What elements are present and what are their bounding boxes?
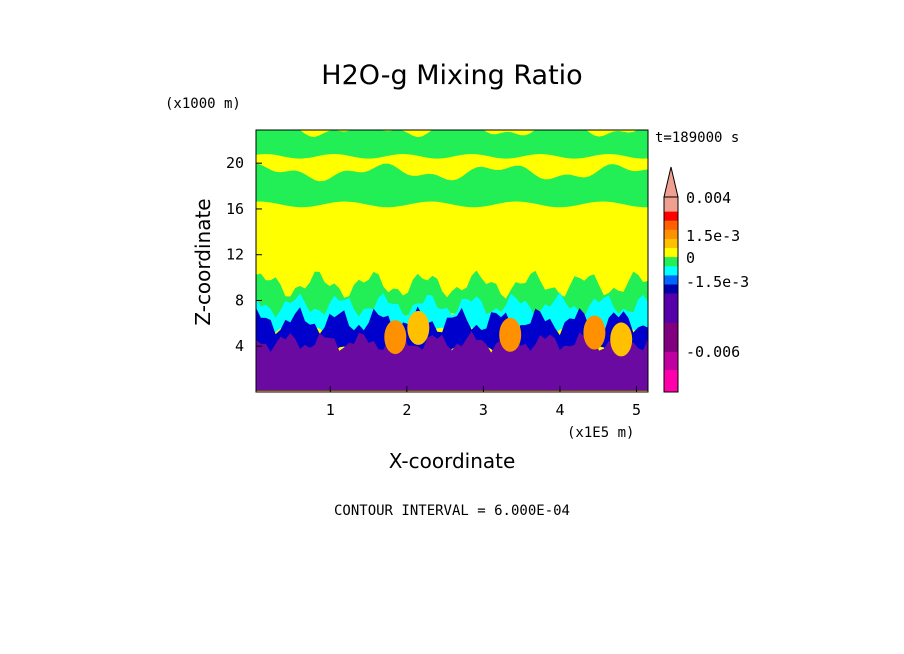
x-tick-label-2: 3 bbox=[479, 401, 488, 419]
warm-core-0 bbox=[384, 320, 407, 355]
field-plot bbox=[256, 130, 648, 392]
warm-core-1 bbox=[407, 310, 430, 345]
x-axis-label: X-coordinate bbox=[389, 449, 516, 473]
colorbar-level-10 bbox=[664, 293, 678, 324]
warm-core-2 bbox=[499, 317, 522, 352]
colorbar-level-4 bbox=[664, 238, 678, 249]
colorbar-level-9 bbox=[664, 284, 678, 294]
colorbar-level-0 bbox=[664, 197, 678, 212]
field-region-purple bbox=[256, 331, 648, 391]
colorbar-level-5 bbox=[664, 248, 678, 258]
colorbar-label-4: -0.006 bbox=[686, 343, 740, 361]
colorbar-level-6 bbox=[664, 257, 678, 267]
colorbar-arrow bbox=[663, 166, 679, 198]
y-tick-label-3: 16 bbox=[226, 200, 244, 218]
x-tick-label-1: 2 bbox=[402, 401, 411, 419]
x-unit-label: (x1E5 m) bbox=[567, 425, 634, 441]
colorbar-level-11 bbox=[664, 322, 678, 353]
y-unit-label: (x1000 m) bbox=[165, 96, 241, 112]
colorbar-label-0: 0.004 bbox=[686, 189, 731, 207]
plot-frame bbox=[255, 129, 649, 393]
x-tick-label-3: 4 bbox=[555, 401, 564, 419]
colorbar-level-13 bbox=[664, 370, 678, 393]
warm-core-3 bbox=[583, 315, 606, 350]
field-region-green_upper bbox=[256, 163, 648, 208]
y-tick-label-4: 20 bbox=[226, 154, 244, 172]
colorbar-level-12 bbox=[664, 351, 678, 371]
x-axis: 1 2 3 4 5 bbox=[326, 386, 641, 419]
y-tick-label-0: 4 bbox=[235, 337, 244, 355]
colorbar-level-7 bbox=[664, 266, 678, 276]
y-axis-label: Z-coordinate bbox=[191, 198, 215, 325]
colorbar-level-1 bbox=[664, 211, 678, 221]
colorbar-level-3 bbox=[664, 229, 678, 240]
y-tick-label-2: 12 bbox=[226, 246, 244, 264]
x-tick-label-4: 5 bbox=[632, 401, 641, 419]
contour-interval-label: CONTOUR INTERVAL = 6.000E-04 bbox=[334, 503, 570, 519]
colorbar-labels: 0.004 1.5e-3 0 -1.5e-3 -0.006 bbox=[686, 189, 749, 361]
chart-title: H2O-g Mixing Ratio bbox=[321, 60, 582, 91]
colorbar-label-2: 0 bbox=[686, 249, 695, 267]
warm-core-4 bbox=[610, 322, 633, 357]
y-tick-label-1: 8 bbox=[235, 291, 244, 309]
x-tick-label-0: 1 bbox=[326, 401, 335, 419]
field-region-green_top bbox=[256, 130, 648, 159]
y-axis: 4 8 12 16 20 bbox=[226, 154, 262, 355]
colorbar-label-3: -1.5e-3 bbox=[686, 273, 749, 291]
colorbar-level-8 bbox=[664, 275, 678, 285]
colorbar-frame bbox=[663, 196, 679, 393]
colorbar-level-2 bbox=[664, 220, 678, 231]
time-label: t=189000 s bbox=[655, 130, 739, 146]
colorbar bbox=[663, 166, 679, 393]
colorbar-label-1: 1.5e-3 bbox=[686, 227, 740, 245]
